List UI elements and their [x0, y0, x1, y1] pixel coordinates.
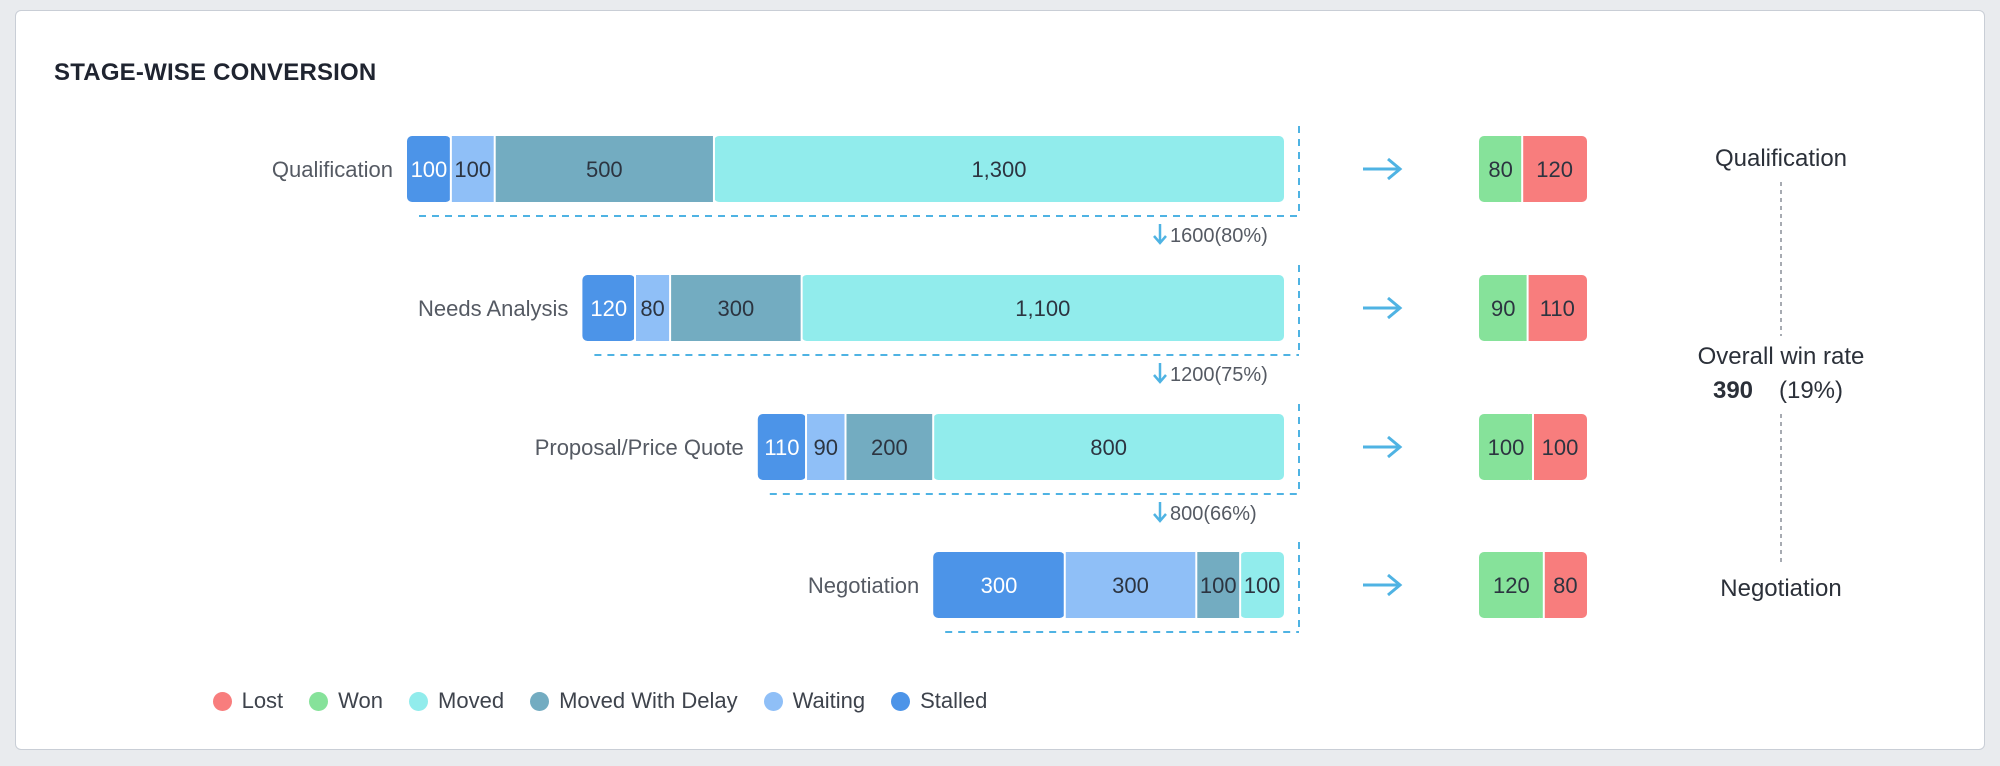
lost-bar-join	[1522, 136, 1529, 202]
legend-label: Moved	[438, 688, 505, 713]
chart-legend: Lost Won Moved Moved With Delay Waiting Stall…	[0, 688, 1200, 714]
legend-dot-icon	[891, 691, 911, 711]
bar-segment-stalled	[933, 552, 1065, 618]
win-count: 390	[1713, 377, 1753, 404]
bar-value-moved: 800	[1090, 435, 1127, 460]
won-bar	[1479, 414, 1533, 480]
conversion-arrow-head	[1153, 513, 1167, 523]
bar-value-waiting: 90	[814, 435, 838, 460]
won-bar	[1479, 136, 1523, 202]
legend-label: Stalled	[920, 688, 988, 713]
legend-item[interactable]: Waiting	[763, 688, 866, 714]
lost-value: 120	[1536, 157, 1573, 182]
stage-label: Needs Analysis	[418, 296, 568, 321]
conversion-arrow-head	[1153, 374, 1167, 384]
lost-bar	[1543, 552, 1587, 618]
win-rate: (19%)	[1779, 377, 1843, 404]
conversion-value: 1600(80%)	[1170, 225, 1268, 247]
legend-label: Won	[338, 688, 384, 713]
chart-card: STAGE-WISE CONVERSION	[15, 10, 1985, 750]
legend-item[interactable]: Moved	[409, 688, 504, 714]
bar-segment-stalled	[582, 275, 636, 341]
lost-bar	[1533, 414, 1587, 480]
bar-value-moved-delay: 200	[871, 435, 908, 460]
bar-segment-waiting	[806, 414, 846, 480]
won-bar	[1479, 552, 1544, 618]
summary-top-label: Qualification	[1715, 145, 1847, 172]
bar-segment-moved-delay	[1196, 552, 1241, 618]
legend-label: Waiting	[792, 688, 866, 713]
conversion-arrow-head	[1153, 235, 1167, 245]
bar-value-waiting: 100	[454, 157, 491, 182]
legend-dot-icon	[409, 691, 429, 711]
summary-middle-label: Overall win rate	[1698, 343, 1865, 370]
bar-segment-stalled	[407, 136, 451, 202]
stage-label: Negotiation	[808, 573, 919, 598]
won-bar	[1479, 275, 1528, 341]
chart-title: STAGE-WISE CONVERSION	[54, 59, 377, 86]
bar-segment-moved	[801, 275, 1284, 341]
won-value: 90	[1491, 296, 1515, 321]
bar-value-moved-delay: 100	[1200, 573, 1237, 598]
legend-item[interactable]: Won	[309, 688, 383, 714]
flow-arrow-head	[1387, 573, 1403, 597]
legend-item[interactable]: Moved With Delay	[530, 688, 738, 714]
bar-value-moved: 1,100	[1015, 296, 1070, 321]
legend-dot-icon	[309, 691, 329, 711]
lost-bar-join	[1533, 414, 1539, 480]
bar-segment-moved-delay	[670, 275, 802, 341]
lost-bar	[1527, 275, 1587, 341]
lost-value: 100	[1542, 435, 1579, 460]
bar-segment-stalled	[757, 414, 807, 480]
bar-segment-waiting	[450, 136, 495, 202]
legend-item[interactable]: Stalled	[891, 688, 987, 714]
bar-value-moved: 1,300	[971, 157, 1026, 182]
legend-dot-icon	[530, 691, 550, 711]
bar-value-moved-delay: 500	[586, 157, 623, 182]
lost-bar	[1522, 136, 1587, 202]
bar-segment-moved	[713, 136, 1284, 202]
bar-value-stalled: 300	[981, 573, 1018, 598]
bar-value-moved: 100	[1244, 573, 1281, 598]
bar-segment-moved-delay	[494, 136, 714, 202]
won-value: 80	[1488, 157, 1512, 182]
legend-item[interactable]: Lost	[212, 688, 284, 714]
bar-segment-waiting	[635, 275, 671, 341]
conversion-value: 800(66%)	[1170, 503, 1257, 525]
lost-value: 110	[1540, 296, 1575, 321]
stage-label: Proposal/Price Quote	[535, 435, 744, 460]
bar-segment-moved	[933, 414, 1284, 480]
stage-label: Qualification	[272, 157, 393, 182]
flow-arrow-head	[1387, 435, 1403, 459]
bar-value-stalled: 100	[411, 157, 448, 182]
won-value: 120	[1493, 573, 1530, 598]
bar-segment-moved	[1240, 552, 1284, 618]
bar-segment-moved-delay	[845, 414, 934, 480]
lost-value: 80	[1553, 573, 1577, 598]
bar-value-waiting: 80	[640, 296, 664, 321]
legend-label: Lost	[241, 688, 284, 713]
legend-dot-icon	[212, 691, 232, 711]
bar-value-waiting: 300	[1112, 573, 1149, 598]
flow-arrow-head	[1387, 157, 1403, 181]
bar-value-stalled: 120	[590, 296, 627, 321]
conversion-value: 1200(75%)	[1170, 364, 1268, 386]
flow-arrow-head	[1387, 296, 1403, 320]
lost-bar-join	[1543, 552, 1550, 618]
won-value: 100	[1488, 435, 1525, 460]
bar-value-stalled: 110	[764, 435, 799, 460]
summary-bottom-label: Negotiation	[1720, 575, 1841, 602]
legend-label: Moved With Delay	[559, 688, 738, 713]
lost-bar-join	[1527, 275, 1534, 341]
bar-value-moved-delay: 300	[718, 296, 755, 321]
legend-dot-icon	[763, 691, 783, 711]
bar-segment-waiting	[1064, 552, 1197, 618]
